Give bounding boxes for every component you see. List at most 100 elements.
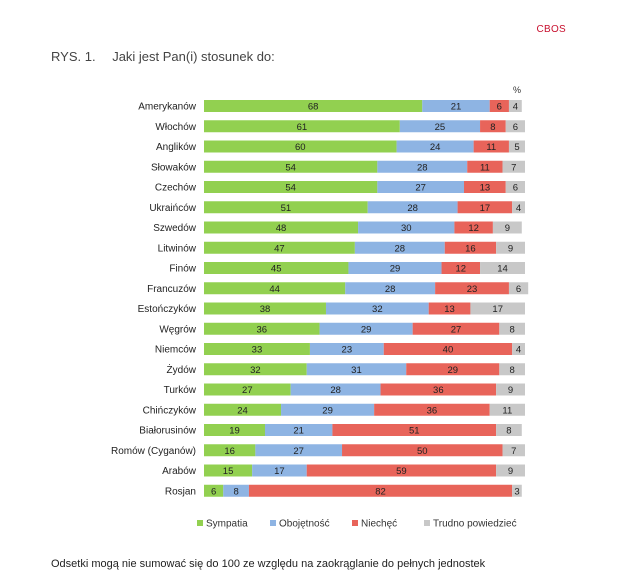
data-label: 28	[417, 162, 428, 173]
data-label: 12	[468, 223, 479, 234]
data-label: 16	[465, 243, 476, 254]
data-label: 8	[510, 365, 515, 376]
bar-segment	[505, 120, 525, 133]
bar-segment	[319, 322, 413, 335]
bar-segment	[204, 181, 378, 193]
bar-row: Rosjan 6 8 82 3	[165, 484, 522, 497]
bar-segment	[374, 403, 490, 416]
data-label: 9	[505, 223, 510, 234]
bar-segment	[204, 403, 282, 416]
bar-segment	[492, 221, 522, 234]
bar-segment	[505, 181, 525, 193]
bar-row: Słowaków 54 28 11 7	[151, 160, 525, 173]
category-label: Finów	[169, 264, 196, 275]
bar-segment	[342, 444, 503, 457]
bar-segment	[377, 160, 468, 173]
bar-segment	[204, 140, 397, 153]
bar-segment	[281, 403, 375, 416]
data-label: 45	[271, 264, 282, 275]
legend-label: Trudno powiedzieć	[433, 519, 517, 530]
bar-segment	[464, 181, 506, 193]
bar-segment	[204, 160, 378, 173]
category-label: Włochów	[155, 122, 196, 133]
bar-segment	[306, 464, 497, 477]
bar-segment	[290, 383, 381, 396]
bar-segment	[396, 140, 474, 153]
data-label: 17	[480, 203, 491, 214]
bar-segment	[309, 343, 384, 355]
data-label: 29	[322, 405, 333, 416]
bar-segment	[383, 343, 513, 355]
bar-segment	[496, 241, 525, 254]
category-label: Arabów	[162, 466, 197, 477]
bar-segment	[348, 262, 442, 274]
data-label: 6	[211, 486, 216, 497]
bar-segment	[444, 241, 497, 254]
bar-segment	[489, 403, 525, 416]
data-label: 48	[276, 223, 287, 234]
category-label: Rosjan	[165, 486, 196, 497]
bar-segment	[204, 120, 400, 133]
bar-segment	[508, 282, 529, 295]
bar-segment	[223, 484, 249, 497]
bar-segment	[512, 201, 525, 214]
bar-segment	[480, 120, 506, 133]
bar-segment	[204, 464, 253, 477]
bar-segment	[428, 302, 471, 315]
unit-label: %	[513, 85, 521, 95]
data-label: 6	[497, 102, 502, 113]
bar-segment	[306, 363, 407, 376]
data-label: 15	[223, 466, 234, 477]
data-label: 24	[430, 142, 441, 153]
category-label: Węgrów	[159, 324, 196, 335]
category-label: Szwedów	[153, 223, 197, 234]
bar-row: Arabów 15 17 59 9	[162, 464, 525, 477]
bar-segment	[496, 424, 522, 436]
bar-row: Włochów 61 25 8 6	[155, 120, 525, 133]
data-label: 54	[285, 162, 296, 173]
category-label: Estończyków	[138, 304, 197, 315]
bar-segment	[499, 363, 525, 376]
legend-label: Niechęć	[361, 519, 397, 530]
data-label: 7	[511, 446, 516, 457]
data-label: 5	[514, 142, 519, 153]
category-label: Romów (Cyganów)	[111, 446, 196, 457]
data-label: 3	[514, 486, 519, 497]
data-label: 33	[252, 345, 263, 356]
bar-segment	[345, 282, 436, 295]
bar-segment	[204, 282, 346, 295]
bar-segment	[489, 100, 509, 112]
category-label: Słowaków	[151, 162, 197, 173]
data-label: 27	[415, 183, 426, 194]
category-label: Chińczyków	[143, 405, 197, 416]
data-label: 11	[502, 405, 512, 416]
bar-row: Estończyków 38 32 13 17	[138, 302, 525, 315]
bar-segment	[441, 262, 481, 274]
data-label: 4	[516, 345, 521, 356]
chart-title: RYS. 1. Jaki jest Pan(i) stosunek do:	[51, 49, 275, 64]
bar-segment	[502, 160, 525, 173]
legend: Sympatia Obojętność Niechęć Trudno powiedzi…	[197, 519, 517, 530]
bar-row: Niemców 33 23 40 4	[155, 343, 525, 356]
legend-item: Obojętność	[270, 519, 330, 530]
bar-segment	[435, 282, 509, 295]
bar-row: Żydów 32 31 29 8	[167, 363, 525, 376]
data-label: 21	[293, 426, 304, 437]
data-label: 9	[508, 243, 513, 254]
data-label: 47	[274, 243, 285, 254]
data-label: 54	[285, 183, 296, 194]
bar-row: Szwedów 48 30 12 9	[153, 221, 522, 234]
bar-segment	[204, 383, 291, 396]
footnote: Odsetki mogą nie sumować się do 100 ze w…	[51, 558, 486, 570]
bar-segment	[204, 444, 256, 457]
category-label: Żydów	[167, 363, 197, 376]
data-label: 36	[427, 405, 438, 416]
bar-segment	[204, 262, 349, 274]
data-label: 27	[242, 385, 253, 396]
data-label: 6	[513, 122, 518, 133]
bar-row: Litwinów 47 28 16 9	[158, 241, 525, 254]
bar-row: Romów (Cyganów) 16 27 50 7	[111, 444, 525, 457]
bar-segment	[248, 484, 513, 497]
category-label: Anglików	[156, 142, 197, 153]
